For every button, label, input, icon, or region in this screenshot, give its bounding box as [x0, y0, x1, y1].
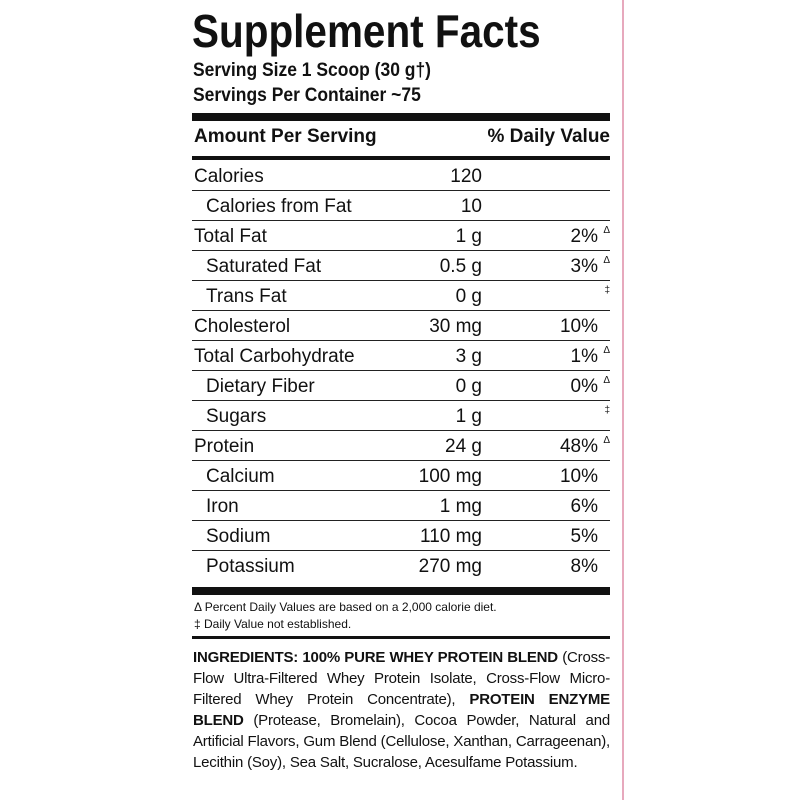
header-daily-value: % Daily Value [487, 126, 610, 147]
daily-value: 10% [559, 466, 598, 487]
nutrient-name: Trans Fat [206, 286, 287, 307]
thick-rule [192, 113, 610, 121]
nutrient-row: Dietary Fiber 0 g 0% Δ [192, 371, 610, 401]
row-rule [192, 430, 610, 431]
nutrient-amount: 3 g [455, 346, 482, 367]
row-rule [192, 520, 610, 521]
nutrient-row: Calories from Fat 10 [192, 191, 610, 221]
nutrient-amount: 0 g [455, 286, 482, 307]
nutrient-row: Total Carbohydrate 3 g 1% Δ [192, 341, 610, 371]
daily-value: 48% [559, 436, 598, 457]
serving-size: Serving Size 1 Scoop (30 g†) [193, 60, 432, 81]
daily-value: 0% [570, 376, 598, 397]
nutrient-amount: 110 mg [420, 526, 482, 547]
daily-value: 8% [570, 556, 598, 577]
nutrient-name: Potassium [206, 556, 295, 577]
nutrient-amount: 0.5 g [439, 256, 482, 277]
row-rule [192, 250, 610, 251]
nutrient-row: Protein 24 g 48% Δ [192, 431, 610, 461]
daily-value-note: ‡ [604, 405, 610, 416]
nutrient-row: Sugars 1 g ‡ [192, 401, 610, 431]
ingredients-text: PROTEIN ENZYME BLEND [193, 691, 610, 729]
nutrient-amount: 10 [460, 196, 482, 217]
row-rule [192, 490, 610, 491]
nutrient-name: Saturated Fat [206, 256, 322, 277]
title: Supplement Facts [192, 5, 541, 57]
daily-value: 10% [559, 316, 598, 337]
daily-value: 3% [570, 256, 598, 277]
ingredients: INGREDIENTS: 100% PURE WHEY PROTEIN BLEN… [193, 647, 610, 773]
nutrient-name: Calories from Fat [206, 196, 352, 217]
daily-value-note: Δ [603, 225, 610, 236]
nutrient-name: Iron [206, 496, 239, 517]
row-rule [192, 340, 610, 341]
nutrient-amount: 24 g [445, 436, 482, 457]
footnote: ‡ Daily Value not established. [194, 617, 352, 631]
nutrient-row: Total Fat 1 g 2% Δ [192, 221, 610, 251]
daily-value: 1% [570, 346, 598, 367]
nutrient-amount: 270 mg [418, 556, 482, 577]
nutrient-amount: 1 g [455, 406, 482, 427]
nutrient-name: Dietary Fiber [206, 376, 315, 397]
nutrient-amount: 120 [450, 166, 482, 187]
daily-value-note: Δ [603, 345, 610, 356]
daily-value-note: Δ [603, 435, 610, 446]
nutrient-amount: 1 g [455, 226, 482, 247]
daily-value-note: ‡ [604, 285, 610, 296]
row-rule [192, 400, 610, 401]
rule [192, 636, 610, 639]
nutrient-amount: 1 mg [439, 496, 482, 517]
ingredients-text: INGREDIENTS: 100% PURE WHEY PROTEIN BLEN… [193, 649, 558, 666]
daily-value: 6% [570, 496, 598, 517]
nutrient-name: Calories [194, 166, 264, 187]
rule [192, 156, 610, 160]
nutrient-name: Sodium [206, 526, 271, 547]
nutrient-row: Calcium 100 mg 10% [192, 461, 610, 491]
nutrient-name: Calcium [206, 466, 275, 487]
nutrient-amount: 0 g [455, 376, 482, 397]
ingredients-text: (Protease, Bromelain), Cocoa Powder, Nat… [193, 712, 610, 771]
row-rule [192, 370, 610, 371]
edge-line [622, 0, 624, 800]
row-rule [192, 280, 610, 281]
daily-value: 2% [570, 226, 598, 247]
row-rule [192, 190, 610, 191]
nutrient-amount: 30 mg [429, 316, 482, 337]
nutrient-name: Total Fat [194, 226, 267, 247]
nutrient-row: Potassium 270 mg 8% [192, 551, 610, 581]
footnote: Δ Percent Daily Values are based on a 2,… [194, 600, 497, 614]
row-rule [192, 220, 610, 221]
daily-value-note: Δ [603, 255, 610, 266]
row-rule [192, 460, 610, 461]
nutrient-row: Saturated Fat 0.5 g 3% Δ [192, 251, 610, 281]
nutrient-name: Total Carbohydrate [194, 346, 355, 367]
row-rule [192, 550, 610, 551]
daily-value-note: Δ [603, 375, 610, 386]
nutrient-row: Cholesterol 30 mg 10% [192, 311, 610, 341]
nutrient-row: Sodium 110 mg 5% [192, 521, 610, 551]
nutrient-row: Trans Fat 0 g ‡ [192, 281, 610, 311]
ingredients-text: (Cross-Flow Ultra-Filtered Whey Protein … [193, 649, 611, 708]
servings-per-container: Servings Per Container ~75 [193, 85, 421, 106]
nutrient-name: Protein [194, 436, 255, 457]
nutrient-row: Calories 120 [192, 161, 610, 191]
header-amount: Amount Per Serving [194, 126, 377, 147]
daily-value: 5% [570, 526, 598, 547]
nutrient-name: Sugars [206, 406, 267, 427]
nutrient-amount: 100 mg [418, 466, 482, 487]
row-rule [192, 310, 610, 311]
nutrient-name: Cholesterol [194, 316, 291, 337]
nutrient-row: Iron 1 mg 6% [192, 491, 610, 521]
thick-rule [192, 587, 610, 595]
